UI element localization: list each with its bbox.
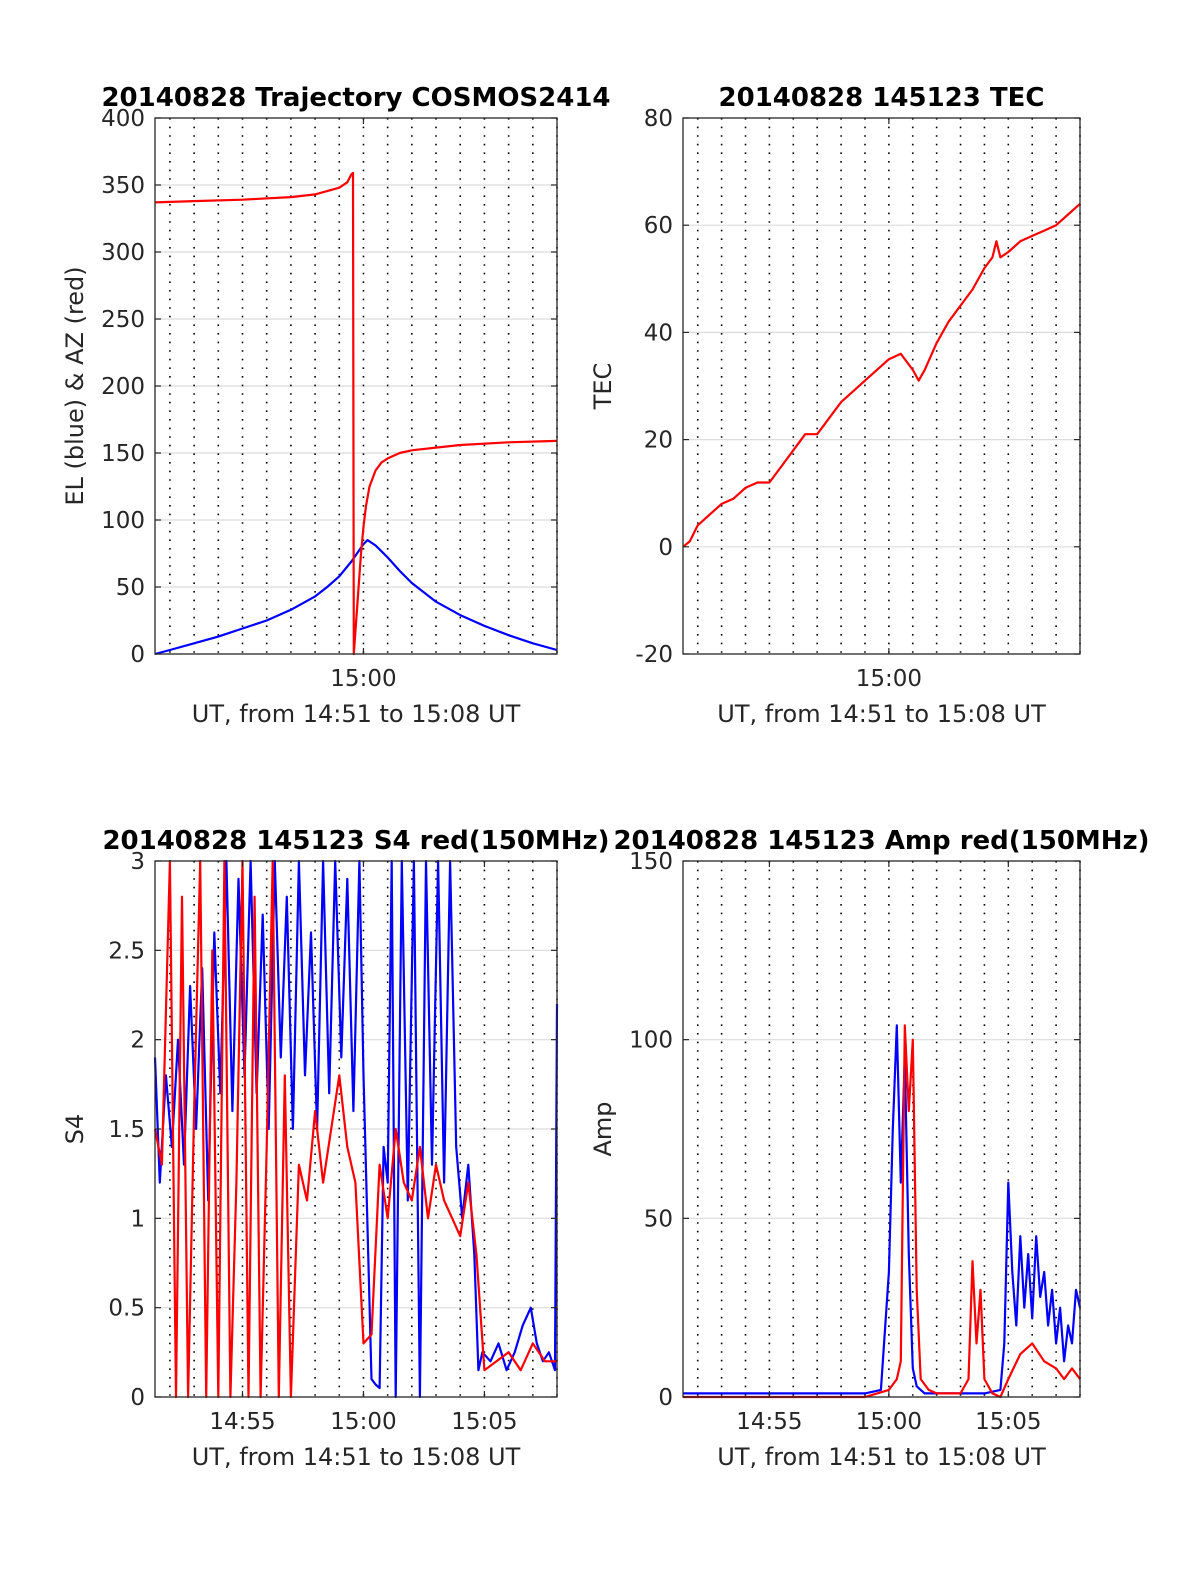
s4-y-axis-label: S4: [61, 1114, 89, 1145]
x-tick-label: 15:00: [330, 666, 396, 692]
tec-ticks: -20 0 20 40 60 80 15:00: [635, 106, 1080, 692]
y-tick-label: 0.5: [108, 1296, 145, 1322]
y-tick-label: 80: [644, 106, 673, 132]
tec-axes-frame: [682, 117, 1081, 655]
amp-panel: 0 50 100 150 14:55 15:00 15:05 20140828 145123…: [589, 826, 1150, 1471]
y-tick-label: 50: [116, 575, 145, 601]
y-tick-label: 0: [130, 1385, 145, 1411]
amp-x-axis-label: UT, from 14:51 to 15:08 UT: [717, 1443, 1046, 1471]
blue-series-line: [154, 539, 558, 656]
x-tick-label: 14:55: [209, 1409, 275, 1435]
x-tick-label: 15:00: [856, 1409, 922, 1435]
y-tick-label: 1: [130, 1206, 145, 1232]
y-tick-label: 60: [644, 213, 673, 239]
y-tick-label: 1.5: [108, 1117, 145, 1143]
x-tick-label: 14:55: [736, 1409, 802, 1435]
x-tick-label: 15:05: [975, 1409, 1041, 1435]
y-tick-label: 0: [658, 535, 673, 561]
y-tick-label: 300: [101, 240, 145, 266]
y-tick-label: 50: [644, 1206, 673, 1232]
trajectory-y-axis-label: EL (blue) & AZ (red): [61, 266, 89, 505]
tec-x-axis-label: UT, from 14:51 to 15:08 UT: [717, 700, 1046, 728]
y-tick-label: 350: [101, 173, 145, 199]
x-tick-label: 15:00: [330, 1409, 396, 1435]
tec-series: [682, 202, 1081, 548]
y-tick-label: 3: [130, 849, 145, 875]
y-tick-label: -20: [635, 642, 673, 668]
y-tick-label: 40: [644, 320, 673, 346]
trajectory-series: [154, 171, 558, 656]
y-tick-label: 100: [101, 508, 145, 534]
amp-ticks: 0 50 100 150 14:55 15:00 15:05: [629, 849, 1080, 1435]
y-tick-label: 0: [130, 642, 145, 668]
trajectory-title: 20140828 Trajectory COSMOS2414: [101, 83, 610, 113]
s4-title: 20140828 145123 S4 red(150MHz): [102, 826, 609, 856]
y-tick-label: 100: [629, 1028, 673, 1054]
tec-panel: -20 0 20 40 60 80 15:00 20140828 145123 TEC UT…: [589, 83, 1081, 728]
red-series-line: [683, 1024, 1081, 1399]
red-series-line: [153, 859, 557, 1399]
amp-axes-frame: [682, 860, 1081, 1398]
trajectory-ticks: 0 50 100 150 200 250 300 350 400 15:00: [101, 106, 557, 692]
y-tick-label: 2: [130, 1028, 145, 1054]
trajectory-x-axis-label: UT, from 14:51 to 15:08 UT: [192, 700, 521, 728]
y-tick-label: 20: [644, 428, 673, 454]
s4-panel: 0 0.5 1 1.5 2 2.5 3 14:55 15:00 15:05 20140828 14…: [61, 826, 610, 1471]
amp-y-axis-label: Amp: [589, 1101, 617, 1156]
y-tick-label: 400: [101, 106, 145, 132]
s4-ticks: 0 0.5 1 1.5 2 2.5 3 14:55 15:00 15:05: [108, 849, 557, 1435]
amp-title: 20140828 145123 Amp red(150MHz): [613, 826, 1149, 856]
tec-y-axis-label: TEC: [589, 363, 617, 411]
x-tick-label: 15:00: [856, 666, 922, 692]
y-tick-label: 2.5: [108, 938, 145, 964]
amp-series: [683, 1024, 1082, 1399]
red-series-line: [682, 202, 1081, 548]
x-tick-label: 15:05: [451, 1409, 517, 1435]
blue-series-line: [683, 1024, 1082, 1395]
s4-x-axis-label: UT, from 14:51 to 15:08 UT: [192, 1443, 521, 1471]
y-tick-label: 200: [101, 374, 145, 400]
y-tick-label: 150: [629, 849, 673, 875]
y-tick-label: 150: [101, 441, 145, 467]
red-series-line: [154, 171, 558, 656]
y-tick-label: 250: [101, 307, 145, 333]
trajectory-panel: 0 50 100 150 200 250 300 350 400 15:00 20140828 T…: [61, 83, 611, 728]
y-tick-label: 0: [658, 1385, 673, 1411]
tec-title: 20140828 145123 TEC: [719, 83, 1045, 113]
